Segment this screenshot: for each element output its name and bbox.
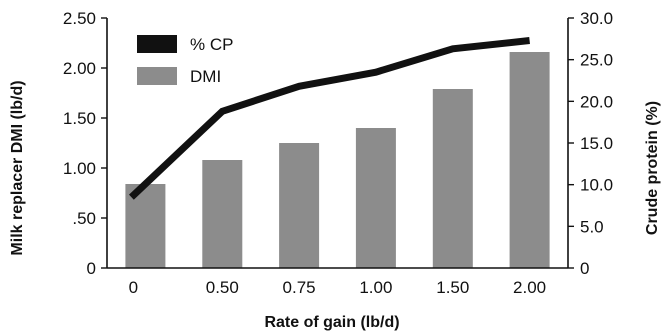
right-axis-ticks: 0 5.0 10.0 15.0 20.0 25.0 30.0	[568, 9, 613, 278]
right-tick-label-6: 30.0	[580, 9, 613, 28]
legend: % CP DMI	[137, 35, 233, 86]
right-tick-label-2: 10.0	[580, 176, 613, 195]
bar-dmi-3	[355, 128, 396, 268]
left-tick-label-3: 1.50	[63, 109, 96, 128]
y-axis-title: Milk replacer DMI (lb/d)	[9, 80, 26, 255]
legend-label-dmi: DMI	[190, 67, 221, 86]
x-tick-label-2: 0.75	[283, 278, 316, 297]
bar-dmi-2	[279, 143, 320, 268]
left-tick-label-0: 0	[87, 259, 96, 278]
left-axis-ticks: 0 .50 1.00 1.50 2.00 2.50	[63, 9, 107, 278]
right-tick-label-3: 15.0	[580, 134, 613, 153]
right-tick-label-1: 5.0	[580, 217, 604, 236]
right-tick-label-5: 25.0	[580, 51, 613, 70]
bar-group	[125, 52, 550, 268]
legend-label-cp: % CP	[190, 35, 233, 54]
x-tick-label-5: 2.00	[513, 278, 546, 297]
left-tick-label-4: 2.00	[63, 59, 96, 78]
left-tick-label-2: 1.00	[63, 159, 96, 178]
left-tick-label-5: 2.50	[63, 9, 96, 28]
plot-frame	[106, 18, 569, 269]
right-tick-label-4: 20.0	[580, 92, 613, 111]
bar-dmi-1	[202, 160, 243, 268]
bar-dmi-4	[432, 89, 473, 268]
bar-dmi-0	[125, 184, 166, 268]
legend-swatch-dmi	[137, 67, 177, 85]
cp-line	[128, 37, 530, 200]
right-tick-label-0: 0	[580, 259, 589, 278]
cp-line-group	[128, 37, 530, 200]
legend-swatch-cp	[137, 35, 177, 53]
left-tick-label-1: .50	[72, 209, 96, 228]
x-axis-title: Rate of gain (lb/d)	[264, 314, 399, 331]
x-tick-label-4: 1.50	[436, 278, 469, 297]
y2-axis-title: Crude protein (%)	[644, 101, 661, 235]
x-axis-ticks: 0 0.50 0.75 1.00 1.50 2.00	[129, 278, 546, 297]
x-tick-label-0: 0	[129, 278, 138, 297]
x-tick-label-3: 1.00	[359, 278, 392, 297]
x-tick-label-1: 0.50	[206, 278, 239, 297]
bar-dmi-5	[509, 52, 550, 268]
